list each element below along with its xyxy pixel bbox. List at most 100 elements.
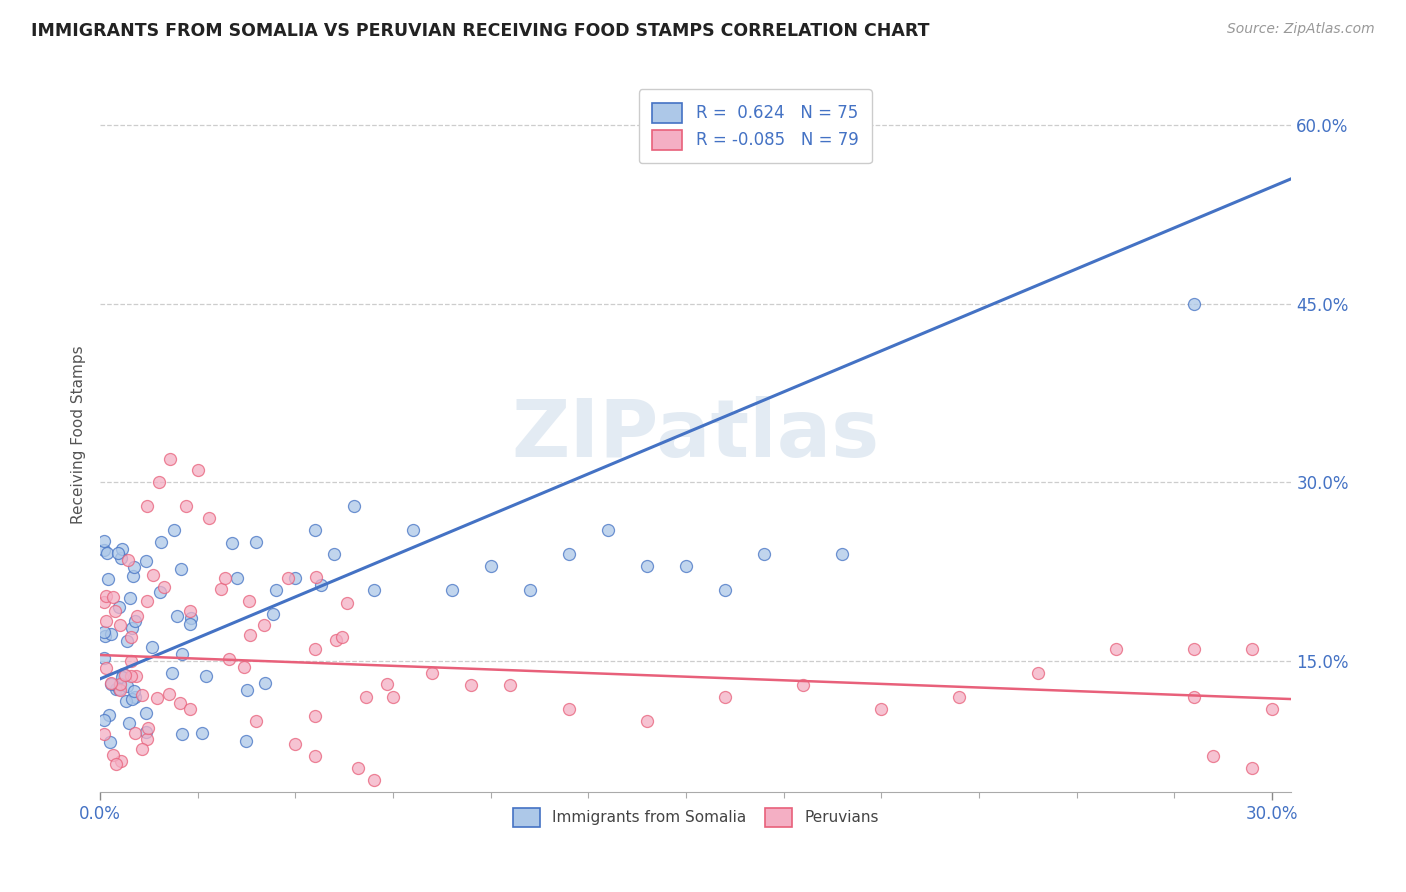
Point [122, 568, 145, 582]
Point [93, 624, 115, 639]
Point [163, 523, 186, 537]
Point [136, 731, 159, 746]
Point [111, 670, 134, 684]
Point [114, 668, 136, 682]
Point [792, 678, 814, 692]
Point [100, 627, 122, 641]
Y-axis label: Receiving Food Stamps: Receiving Food Stamps [72, 345, 86, 524]
Point [124, 560, 146, 574]
Point [221, 536, 243, 550]
Point [305, 569, 328, 583]
Point [198, 511, 221, 525]
Point [153, 580, 176, 594]
Point [304, 709, 326, 723]
Point [347, 761, 370, 775]
Point [1182, 690, 1205, 704]
Point [120, 591, 142, 605]
Point [1261, 701, 1284, 715]
Point [131, 742, 153, 756]
Point [232, 660, 254, 674]
Point [111, 542, 134, 557]
Point [110, 755, 132, 769]
Point [110, 678, 132, 692]
Point [636, 558, 658, 573]
Point [304, 523, 326, 537]
Point [1241, 642, 1264, 657]
Point [479, 558, 502, 573]
Point [752, 547, 775, 561]
Point [108, 618, 131, 632]
Point [1241, 761, 1264, 775]
Point [108, 681, 131, 696]
Point [136, 499, 159, 513]
Point [94, 629, 117, 643]
Point [101, 591, 124, 605]
Point [714, 690, 737, 704]
Point [277, 571, 299, 585]
Point [214, 571, 236, 585]
Point [135, 553, 157, 567]
Point [558, 547, 581, 561]
Point [236, 682, 259, 697]
Point [110, 551, 132, 566]
Point [136, 594, 159, 608]
Point [180, 611, 202, 625]
Point [363, 772, 385, 787]
Point [135, 724, 157, 739]
Point [948, 690, 970, 704]
Point [146, 691, 169, 706]
Point [94, 589, 117, 603]
Point [124, 615, 146, 629]
Point [149, 585, 172, 599]
Point [135, 706, 157, 721]
Point [114, 694, 136, 708]
Point [97, 708, 120, 723]
Point [420, 665, 443, 680]
Point [166, 608, 188, 623]
Point [169, 696, 191, 710]
Point [596, 523, 619, 537]
Point [1182, 642, 1205, 657]
Point [235, 734, 257, 748]
Point [519, 582, 541, 597]
Point [284, 737, 307, 751]
Point [264, 582, 287, 597]
Point [187, 463, 209, 477]
Point [127, 608, 149, 623]
Point [253, 675, 276, 690]
Point [157, 687, 180, 701]
Point [100, 677, 122, 691]
Point [148, 475, 170, 490]
Point [107, 546, 129, 560]
Point [98, 735, 121, 749]
Point [170, 647, 193, 661]
Point [93, 533, 115, 548]
Point [124, 726, 146, 740]
Point [311, 577, 333, 591]
Point [93, 726, 115, 740]
Point [142, 568, 165, 582]
Point [870, 701, 893, 715]
Point [108, 600, 131, 615]
Point [284, 571, 307, 585]
Point [172, 726, 194, 740]
Point [239, 628, 262, 642]
Point [179, 604, 201, 618]
Point [238, 594, 260, 608]
Point [93, 543, 115, 558]
Point [304, 642, 326, 657]
Point [323, 547, 346, 561]
Point [499, 678, 522, 692]
Point [382, 690, 405, 704]
Point [363, 582, 385, 597]
Point [93, 595, 115, 609]
Point [124, 690, 146, 704]
Point [675, 558, 697, 573]
Point [105, 682, 128, 697]
Point [101, 748, 124, 763]
Point [94, 614, 117, 628]
Point [714, 582, 737, 597]
Point [1105, 642, 1128, 657]
Point [169, 562, 191, 576]
Point [253, 618, 276, 632]
